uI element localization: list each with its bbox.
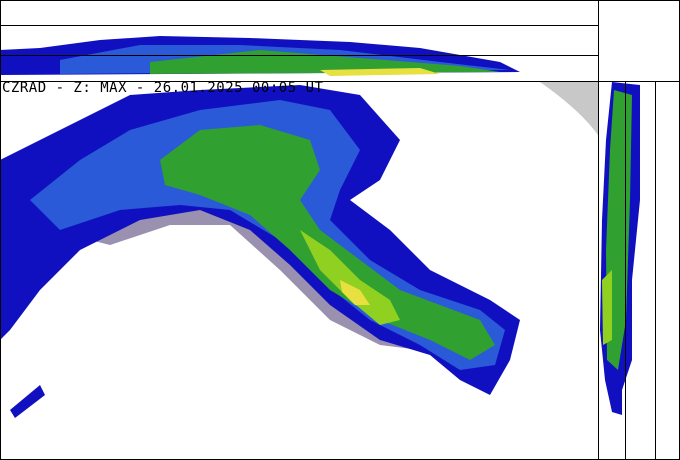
intense-echo — [340, 280, 370, 305]
weak-echo-bottom-left — [10, 385, 45, 418]
moderate-echo — [160, 125, 495, 360]
main-panel-echoes — [0, 82, 598, 418]
right-cross-section — [600, 82, 640, 415]
outside-range-area — [540, 82, 598, 135]
radar-title: CZRAD - Z: MAX - 26.01.2025 00:05 UT — [2, 80, 324, 96]
strong-echo — [300, 230, 400, 325]
